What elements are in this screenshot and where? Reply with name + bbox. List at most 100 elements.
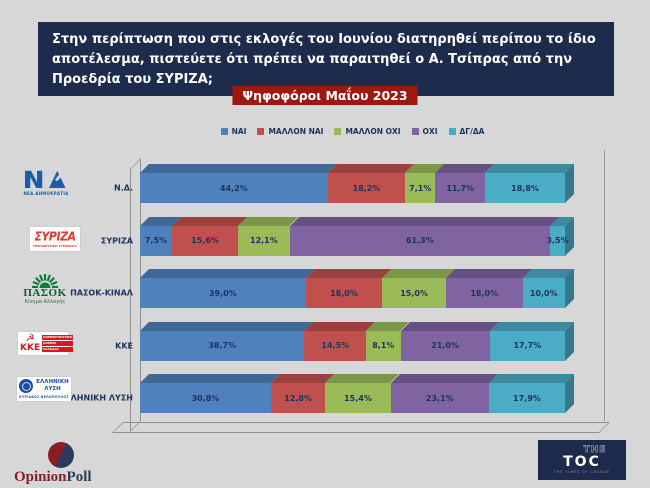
syriza-logo: ΣΥΡΙΖΑ ΠΡΟΟΔΕΥΤΙΚΗ ΣΥΜΜΑΧΙΑ (30, 227, 80, 251)
bar-segment: 30,8% (140, 374, 280, 413)
bar-segment-top-face (140, 321, 314, 331)
bar-segment: 7,5% (140, 216, 181, 256)
bar-segment: 12,8% (270, 374, 335, 413)
bar-segment-side-face (564, 374, 574, 413)
bar-segment-side-face (564, 164, 574, 203)
stacked-bar: 38,7% 14,5% 8,1% 21,0% 17,7% (140, 321, 574, 361)
bar-segment-top-face (489, 321, 574, 331)
bar-segment: 18,0% (446, 269, 532, 308)
opinionpoll-word2: Poll (66, 469, 92, 485)
kke-wordmark: ΚΚΕ (20, 343, 41, 353)
legend-item: ΔΓ/ΔΑ (448, 127, 485, 136)
bar-segment: 14,5% (304, 321, 376, 361)
bar-segment: 44,2% (140, 164, 337, 203)
pasok-logo-caption: Κίνημα Αλλαγής (24, 299, 66, 305)
bar-segment-top-face (171, 216, 248, 226)
legend-label: ΟΧΙ (422, 127, 438, 136)
sample-badge: Ψηφοφόροι Μαΐου 2023 (232, 86, 418, 105)
bar-segment-top-face (325, 374, 400, 383)
bar-segment: 12,1% (238, 216, 299, 256)
syriza-wordmark: ΣΥΡΙΖΑ (34, 229, 76, 244)
segment-value-label: 7,1% (409, 183, 432, 193)
segment-value-label: 12,1% (250, 236, 278, 245)
thetoc-wordmark: TOC (563, 453, 601, 470)
segment-value-label: 15,4% (344, 393, 372, 403)
elliniki-lysi-caption: ΚΥΡΙΑΚΟΣ ΒΕΛΟΠΟΥΛΟΣ (19, 394, 69, 399)
category-label: ΕΛΛΗΝΙΚΗ ΛΥΣΗ (58, 393, 133, 403)
elliniki-lysi-logo: ΕΛΛΗΝΙΚΗ ΛΥΣΗ ΚΥΡΙΑΚΟΣ ΒΕΛΟΠΟΥΛΟΣ (17, 377, 71, 401)
bar-segment: 17,7% (489, 321, 574, 361)
hammer-sickle-icon: ☭ (25, 333, 35, 344)
bar-segment-top-face (382, 269, 455, 278)
bar-segment-top-face (446, 269, 532, 278)
legend-swatch-icon (257, 128, 265, 135)
legend-swatch-icon (334, 128, 342, 135)
segment-value-label: 3,5% (546, 236, 569, 245)
segment-value-label: 44,2% (220, 183, 248, 193)
segment-value-label: 10,0% (529, 288, 558, 298)
bar-segment-side-face (565, 269, 574, 308)
segment-value-label: 18,2% (352, 183, 381, 193)
bar-segment-top-face (140, 374, 280, 383)
segment-value-label: 17,7% (513, 341, 542, 350)
chart-row: ΕΛΛΗΝΙΚΗ ΛΥΣΗ 30,8% 12,8% 15,4% 23,1% 17,9% (0, 374, 650, 413)
segment-value-label: 61,3% (405, 236, 434, 245)
bar-segment: 10,0% (522, 269, 574, 308)
legend-label: ΝΑΙ (231, 127, 247, 136)
bar-segment-top-face (304, 321, 376, 331)
segment-value-label: 23,1% (425, 393, 454, 403)
bar-segment-top-face (400, 321, 499, 331)
nd-logo-caption: ΝΕΑ ΔΗΜΟΚΡΑΤΙΑ (23, 191, 69, 196)
nd-logo: ΝΕΑ ΔΗΜΟΚΡΑΤΙΑ (18, 168, 74, 196)
segment-value-label: 18,8% (511, 183, 539, 193)
opinionpoll-pie-icon (48, 442, 74, 468)
chart-legend: ΝΑΙ ΜΑΛΛΟΝ ΝΑΙ ΜΑΛΛΟΝ ΟΧΙ ΟΧΙ ΔΓ/ΔΑ (140, 127, 565, 136)
kke-caption-line: ΚΟΜΜΟΥΝΙΣΤΙΚΟ (42, 335, 74, 341)
kke-logo: ☭ ΚΚΕ ΚΟΜΜΟΥΝΙΣΤΙΚΟ ΚΟΜΜΑ ΕΛΛΑΔΑΣ (18, 332, 74, 355)
bar-segment: 11,7% (435, 164, 495, 203)
legend-item: ΜΑΛΛΟΝ ΟΧΙ (334, 127, 401, 136)
segment-value-label: 14,5% (321, 341, 350, 350)
opinionpoll-logo: OpinionPoll (14, 442, 124, 485)
legend-label: ΜΑΛΛΟΝ ΝΑΙ (268, 127, 324, 136)
bar-segment: 15,0% (382, 269, 455, 308)
opinionpoll-word1: Opinion (14, 469, 67, 485)
chart-row: ΠΑΣΟΚ-ΚΙΝΑΛ 39,0% 18,0% 15,0% 18,0% 10,0% (0, 269, 650, 308)
bar-segment-top-face (140, 164, 337, 173)
legend-swatch-icon (411, 128, 419, 135)
legend-swatch-icon (220, 128, 228, 135)
legend-label: ΔΓ/ΔΑ (459, 127, 485, 136)
question-box: Στην περίπτωση που στις εκλογές του Ιουν… (38, 22, 614, 96)
bar-segment: 39,0% (140, 269, 315, 308)
stacked-bar: 7,5% 15,6% 12,1% 61,3% 3,5% (140, 216, 574, 256)
legend-item: ΟΧΙ (411, 127, 438, 136)
bar-segment: 18,8% (485, 164, 574, 203)
segment-value-label: 17,9% (513, 393, 541, 403)
question-text: Στην περίπτωση που στις εκλογές του Ιουν… (52, 32, 596, 88)
stacked-bar: 44,2% 18,2% 7,1% 11,7% 18,8% (140, 164, 574, 203)
bar-segment: 21,0% (400, 321, 499, 361)
chart-row: ΣΥΡΙΖΑ 7,5% 15,6% 12,1% 61,3% 3,5% (0, 216, 650, 256)
bar-segment-top-face (390, 374, 498, 383)
bar-segment-top-face (238, 216, 299, 226)
category-label: ΠΑΣΟΚ-ΚΙΝΑΛ (70, 288, 133, 298)
legend-label: ΜΑΛΛΟΝ ΟΧΙ (345, 127, 401, 136)
legend-swatch-icon (448, 128, 456, 135)
segment-value-label: 38,7% (208, 341, 237, 350)
pasok-logo: ΠΑΣΟΚ Κίνημα Αλλαγής (16, 273, 74, 305)
bar-segment: 17,9% (488, 374, 574, 413)
pasok-sun-icon (32, 274, 58, 288)
legend-item: ΝΑΙ (220, 127, 247, 136)
elliniki-lysi-wordmark-line: ΕΛΛΗΝΙΚΗ (36, 379, 69, 386)
segment-value-label: 39,0% (208, 288, 237, 298)
bar-segment: 18,0% (305, 269, 392, 308)
bar-segment-top-face (485, 164, 574, 173)
segment-value-label: 15,0% (400, 288, 428, 298)
segment-value-label: 11,7% (446, 183, 475, 193)
bar-segment: 38,7% (140, 321, 314, 361)
bar-segment: 3,5% (546, 216, 574, 256)
stacked-bar: 30,8% 12,8% 15,4% 23,1% 17,9% (140, 374, 574, 413)
kke-caption-line: ΚΟΜΜΑ (42, 341, 74, 346)
legend-item: ΜΑΛΛΟΝ ΝΑΙ (257, 127, 323, 136)
